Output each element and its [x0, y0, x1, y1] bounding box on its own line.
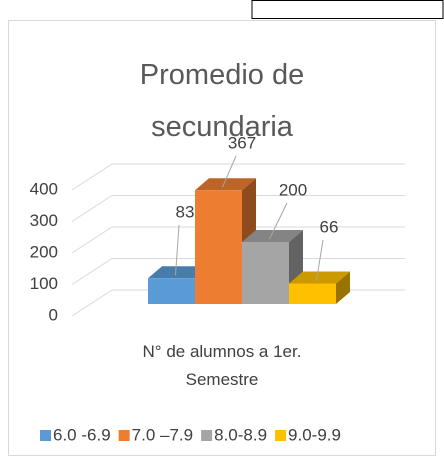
bar — [289, 271, 350, 304]
bar-top — [242, 230, 303, 242]
bar-front — [195, 190, 242, 304]
y-tick-label: 200 — [30, 242, 58, 261]
data-label: 66 — [320, 217, 339, 236]
grid-line — [71, 163, 405, 191]
leader-line — [175, 224, 180, 276]
y-tick-label: 0 — [49, 305, 58, 324]
data-label: 200 — [279, 180, 307, 199]
leader-line — [316, 239, 324, 281]
legend-label: 7.0 –7.9 — [132, 425, 193, 444]
grid-line — [71, 195, 405, 222]
leader-line — [269, 202, 288, 240]
chart-title: Promedio de secundaria — [140, 59, 304, 143]
legend-swatch — [118, 430, 130, 441]
bar-side — [336, 271, 350, 304]
grid-line — [71, 226, 405, 254]
grid-line — [71, 258, 405, 285]
y-tick-label: 400 — [30, 179, 58, 198]
legend-label: 9.0-9.9 — [288, 425, 341, 444]
bar-front — [289, 283, 336, 304]
x-category-label: N° de alumnos a 1er. Semestre — [142, 342, 302, 389]
bar-front — [242, 242, 289, 304]
y-tick-label: 100 — [30, 274, 58, 293]
data-label: 83 — [176, 202, 195, 221]
bar-front — [148, 278, 195, 304]
legend-label: 8.0-8.9 — [214, 425, 267, 444]
bar-top — [195, 178, 256, 191]
legend-swatch — [201, 430, 213, 441]
legend-label: 6.0 -6.9 — [53, 425, 111, 444]
frame-box — [251, 0, 444, 19]
legend-swatch — [275, 430, 287, 441]
bar-top — [148, 266, 209, 279]
leader-line — [222, 155, 237, 188]
data-label: 367 — [228, 133, 256, 152]
bar-top — [289, 271, 350, 284]
y-tick-label: 300 — [30, 211, 58, 230]
legend-swatch — [40, 430, 51, 441]
